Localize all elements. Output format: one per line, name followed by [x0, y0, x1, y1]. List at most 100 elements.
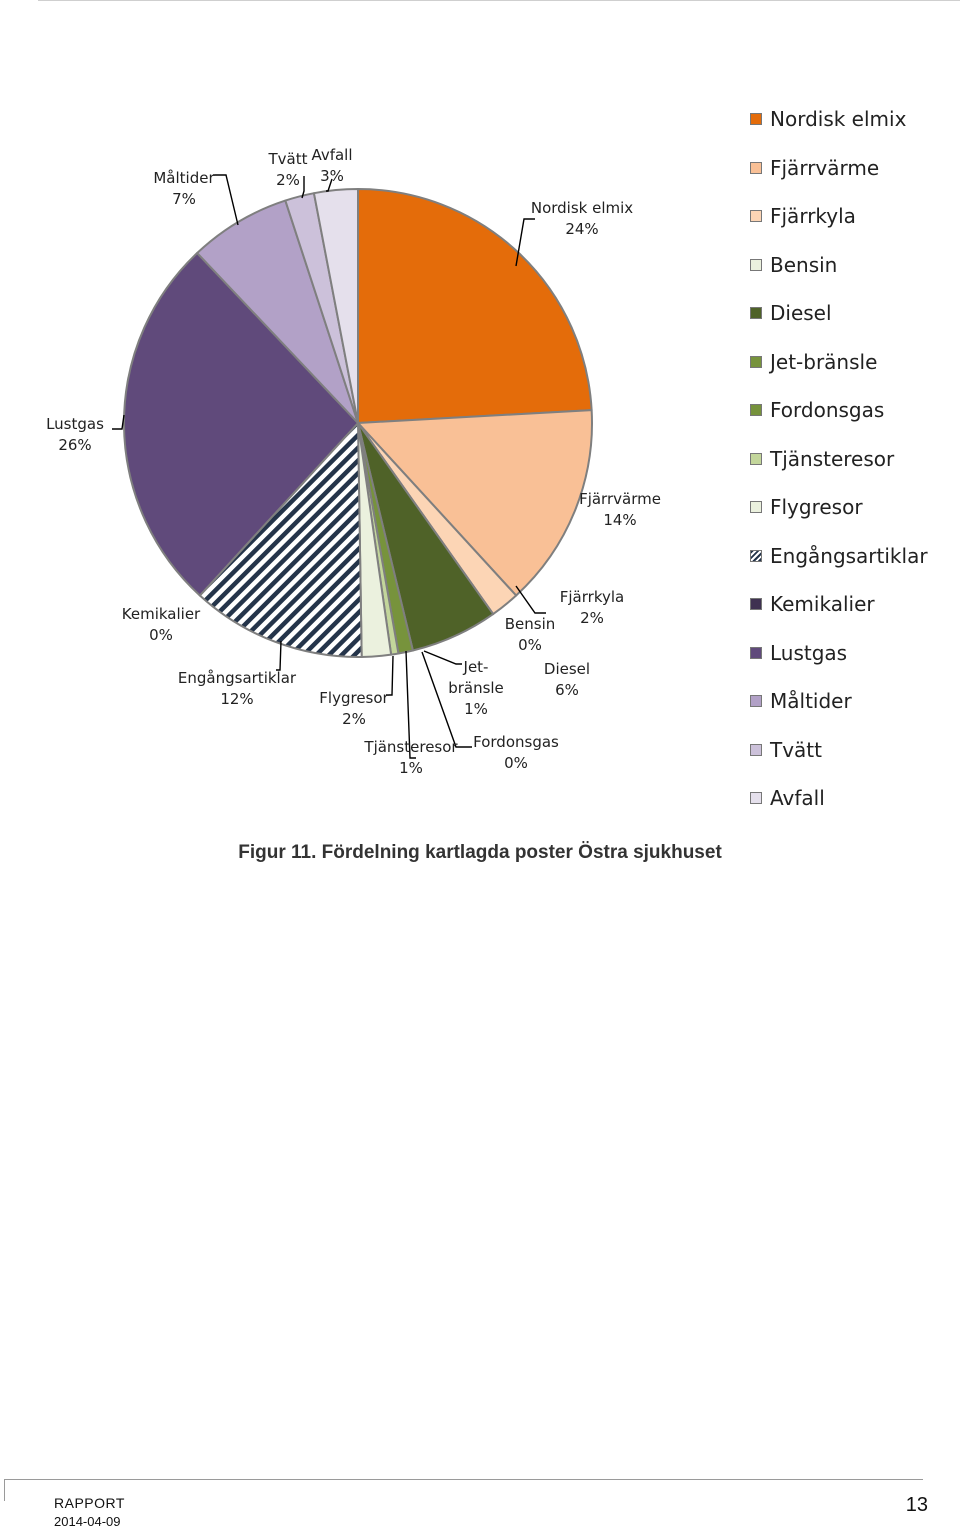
footer-date: 2014-04-09: [54, 1514, 121, 1529]
legend-item-diesel: Diesel: [750, 289, 960, 338]
legend-swatch: [750, 743, 762, 756]
slice-label-flygresor: Flygresor 2%: [319, 689, 389, 728]
legend-swatch: [750, 501, 762, 514]
legend-item-jet-bransle: Jet-bränsle: [750, 338, 960, 387]
slice-value-fjarrkyla: 2%: [580, 609, 604, 627]
slice-name-nordisk-elmix: Nordisk elmix: [531, 199, 633, 217]
slice-value-fordonsgas: 0%: [504, 754, 528, 772]
legend-swatch: [750, 646, 762, 659]
pie-slice-engangsartiklar: [198, 422, 363, 658]
leader-line-avfall: [326, 178, 333, 192]
slice-value-lustgas: 26%: [58, 436, 91, 454]
slice-label-diesel: Diesel 6%: [544, 660, 590, 699]
legend-swatch: [750, 161, 762, 174]
slice-value-bensin: 0%: [518, 636, 542, 654]
slice-name-maltider: Måltider: [153, 169, 215, 187]
pie-slice-fjarrvarme: [357, 409, 593, 597]
legend-item-tvatt: Tvätt: [750, 726, 960, 775]
slice-name-bensin: Bensin: [505, 615, 556, 633]
legend-item-lustgas: Lustgas: [750, 629, 960, 678]
slice-label-bensin: Bensin 0%: [505, 615, 556, 654]
legend-swatch: [750, 355, 762, 368]
legend-label: Diesel: [770, 301, 832, 326]
legend-label: Flygresor: [770, 495, 863, 520]
legend-label: Tjänsteresor: [770, 446, 895, 471]
leader-line-fordonsgas: [421, 651, 472, 748]
slice-value-tjansteresor: 1%: [399, 759, 423, 777]
slice-name-diesel: Diesel: [544, 660, 590, 678]
leader-line-tjansteresor: [405, 650, 416, 759]
legend-item-nordisk-elmix: Nordisk elmix: [750, 95, 960, 144]
slice-value-maltider: 7%: [172, 190, 196, 208]
slice-value-flygresor: 2%: [342, 710, 366, 728]
legend-item-flygresor: Flygresor: [750, 483, 960, 532]
slice-name-tvatt: Tvätt: [268, 150, 308, 168]
slice-label-fjarrvarme: Fjärrvärme 14%: [579, 490, 661, 529]
legend-item-kemikalier: Kemikalier: [750, 580, 960, 629]
legend-label: Nordisk elmix: [770, 107, 907, 132]
leader-line-lustgas: [112, 414, 125, 430]
legend-item-fjarrkyla: Fjärrkyla: [750, 192, 960, 241]
legend-swatch: [750, 258, 762, 271]
slice-label-avfall: Avfall 3%: [311, 146, 352, 185]
slice-label-fjarrkyla: Fjärrkyla 2%: [560, 588, 624, 627]
legend-label: Fordonsgas: [770, 398, 885, 423]
slice-name-avfall: Avfall: [311, 146, 352, 164]
slice-value-nordisk-elmix: 24%: [565, 220, 598, 238]
legend-swatch: [750, 452, 762, 465]
legend-swatch: [750, 792, 762, 805]
legend-item-fjarrvarme: Fjärrvärme: [750, 144, 960, 193]
pie-chart: Nordisk elmix 24% Fjärrvärme 14% Fjärrkyla 2%…: [46, 146, 661, 777]
legend-swatch: [750, 549, 762, 562]
legend-item-engangsartiklar: Engångsartiklar: [750, 532, 960, 581]
slice-value-jet-bransle: 1%: [464, 700, 488, 718]
slice-name-jet-bransle: Jet-: [463, 658, 489, 676]
legend-label: Bensin: [770, 252, 838, 277]
leader-line-maltider: [213, 174, 239, 226]
legend-swatch: [750, 695, 762, 708]
slice-label-engangsartiklar: Engångsartiklar 12%: [178, 669, 297, 708]
slice-label-kemikalier: Kemikalier 0%: [122, 605, 201, 644]
slice-name-lustgas: Lustgas: [46, 415, 104, 433]
slice-name-fjarrvarme: Fjärrvärme: [579, 490, 661, 508]
legend-label: Fjärrkyla: [770, 204, 856, 229]
legend-label: Lustgas: [770, 640, 848, 665]
leader-line-flygresor: [386, 655, 394, 696]
slice-value-diesel: 6%: [555, 681, 579, 699]
slice-value-tvatt: 2%: [276, 171, 300, 189]
legend-swatch: [750, 307, 762, 320]
legend-label: Engångsartiklar: [770, 543, 928, 568]
leader-line-jet-bransle: [423, 650, 462, 665]
legend-label: Jet-bränsle: [770, 349, 878, 374]
footer-divider: [4, 1479, 923, 1480]
slice-value-kemikalier: 0%: [149, 626, 173, 644]
leader-line-engangsartiklar: [276, 640, 282, 671]
slice-label-nordisk-elmix: Nordisk elmix 24%: [531, 199, 633, 238]
legend-swatch: [750, 598, 762, 611]
slice-value-fjarrvarme: 14%: [603, 511, 636, 529]
slice-name-kemikalier: Kemikalier: [122, 605, 201, 623]
slice-name-fjarrkyla: Fjärrkyla: [560, 588, 624, 606]
figure-caption: Figur 11. Fördelning kartlagda poster Ös…: [238, 842, 722, 863]
page-number: 13: [905, 1494, 928, 1516]
legend-label: Avfall: [770, 786, 825, 811]
legend-swatch: [750, 404, 762, 417]
legend: Nordisk elmix Fjärrvärme Fjärrkyla Bensin Di…: [750, 95, 960, 823]
legend-label: Kemikalier: [770, 592, 875, 617]
slice-label-fordonsgas: Fordonsgas 0%: [473, 733, 559, 772]
pie-slice-nordisk-elmix: [357, 188, 593, 424]
footer-report-label: RAPPORT: [54, 1495, 125, 1511]
slice-name-flygresor: Flygresor: [319, 689, 389, 707]
leader-line-nordisk-elmix: [515, 218, 535, 267]
legend-item-bensin: Bensin: [750, 241, 960, 290]
legend-label: Fjärrvärme: [770, 155, 880, 180]
slice-name-tjansteresor: Tjänsteresor: [363, 738, 458, 756]
slice-label-maltider: Måltider 7%: [153, 169, 215, 208]
legend-swatch: [750, 210, 762, 223]
slice-value-avfall: 3%: [320, 167, 344, 185]
slice-label-tjansteresor: Tjänsteresor 1%: [363, 738, 458, 777]
pie-slice-avfall: [312, 188, 359, 424]
leader-line-tvatt: [301, 176, 305, 199]
slice-name-jet-bransle: bränsle: [448, 679, 504, 697]
footer-divider-tick: [4, 1479, 5, 1501]
